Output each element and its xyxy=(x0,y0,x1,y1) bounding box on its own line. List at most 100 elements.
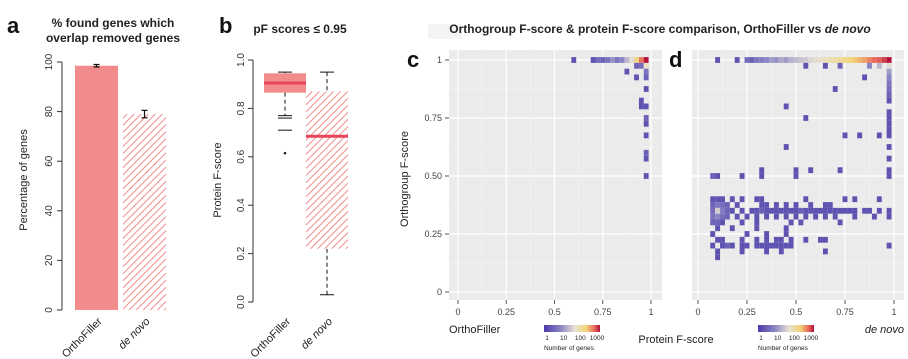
bar-chart-y-tick-label: 0 xyxy=(44,307,55,313)
heatmap-cell xyxy=(629,57,635,63)
heatmap-cell xyxy=(827,202,833,208)
bar-chart-title-line1: % found genes which xyxy=(52,16,175,30)
heatmap-cell xyxy=(837,62,843,69)
heatmap-cell xyxy=(739,207,745,214)
heatmap-cell xyxy=(778,236,784,243)
colorbar-legend-2: 1 10 100 1000 Number of genes xyxy=(758,325,819,352)
heatmap-cell xyxy=(773,202,779,208)
heatmap-cell xyxy=(886,126,892,133)
heatmap-x-tick-label: 0.75 xyxy=(836,307,854,317)
colorbar-tick-label: 10 xyxy=(560,335,568,342)
heatmap-cell xyxy=(715,57,721,63)
heatmap-cell xyxy=(614,57,620,63)
heatmap-cell xyxy=(822,213,828,220)
heatmap-cell xyxy=(803,207,809,214)
bar-chart-category-label: OrthoFiller xyxy=(60,315,105,359)
heatmap-cell xyxy=(769,57,774,63)
heatmap-y-tick-label: 1 xyxy=(437,55,442,65)
panel-letter-b: b xyxy=(219,13,232,38)
heatmap-cell xyxy=(832,213,838,220)
bar xyxy=(123,114,166,310)
heatmap-cell xyxy=(827,57,833,63)
heatmap-x-axis-label: Protein F-score xyxy=(638,334,713,346)
heatmap-cell xyxy=(852,213,858,220)
heatmap-de-novo: 0 0.25 0.5 0.75 1 xyxy=(692,50,904,317)
heatmap-cell xyxy=(764,57,770,63)
heatmap-cell xyxy=(643,149,649,156)
heatmap-cell xyxy=(886,68,892,75)
heatmap-cell xyxy=(734,57,740,63)
heatmap-cell xyxy=(643,62,649,69)
heatmap-cell xyxy=(739,196,745,203)
colorbar-tick-label: 1 xyxy=(545,335,549,342)
heatmap-cell xyxy=(867,207,872,214)
bar-chart-y-tick-label: 40 xyxy=(44,205,55,217)
heatmap-y-axis-label: Orthogroup F-score xyxy=(399,131,411,227)
heatmap-cell xyxy=(886,213,892,220)
box-plot-y-tick-label: 0.4 xyxy=(236,198,247,212)
heatmap-cell xyxy=(759,202,765,208)
heatmap-cell xyxy=(739,219,745,226)
heatmap-cell xyxy=(886,86,892,92)
panel-letter-c: c xyxy=(407,47,419,72)
heatmap-cell xyxy=(857,57,863,63)
heatmap-cell xyxy=(754,57,760,63)
colorbar-legend-1: 1 10 100 1000 Number of genes xyxy=(544,325,605,352)
heatmap-cell xyxy=(847,57,853,63)
heatmap-cell xyxy=(715,225,721,232)
heatmap-x-tick-label: 0.25 xyxy=(738,307,756,317)
heatmap-cell xyxy=(886,109,892,116)
heatmap-cell xyxy=(788,219,794,226)
heatmap-cell xyxy=(754,236,760,243)
heatmap-cell xyxy=(886,91,892,98)
heatmap-cell xyxy=(643,68,649,75)
heatmap-cell xyxy=(822,57,828,63)
heatmap-cell xyxy=(876,207,882,214)
heatmap-panel-name-orthofiller: OrthoFiller xyxy=(449,324,501,336)
heatmap-cell xyxy=(886,97,892,104)
heatmap-cell xyxy=(793,167,799,174)
heatmap-cell xyxy=(729,225,735,232)
colorbar-tick-label: 100 xyxy=(575,335,586,342)
heatmap-cell xyxy=(638,97,644,104)
heatmap-cell xyxy=(609,57,615,63)
heatmap-cell xyxy=(793,173,799,179)
panel-letter-a: a xyxy=(7,13,20,38)
heatmap-cell xyxy=(783,103,789,110)
heatmap-cell xyxy=(764,231,770,237)
heatmap-cell xyxy=(788,236,794,243)
heatmap-cell xyxy=(710,173,716,179)
heatmap-cell xyxy=(778,248,784,255)
box-plot-category-label: de novo xyxy=(299,316,335,352)
heatmap-cell xyxy=(842,207,848,214)
heatmap-x-tick-label: 0.75 xyxy=(594,307,612,317)
heatmap-y-tick-label: 0.75 xyxy=(424,113,442,123)
bar-chart-y-axis: 0 20 40 60 80 100 xyxy=(44,53,63,313)
heatmap-cell xyxy=(739,173,745,179)
heatmap-cell xyxy=(739,236,745,243)
bar-chart-category-label: de novo xyxy=(116,316,152,352)
heatmap-orthofiller: 0 0.25 0.5 0.75 1 xyxy=(449,50,662,317)
heatmap-cell xyxy=(734,213,740,220)
bar-chart-y-tick-label: 100 xyxy=(44,53,55,70)
heatmap-cell xyxy=(643,120,649,127)
heatmap-cell xyxy=(715,202,721,208)
colorbar-tick-label: 100 xyxy=(789,335,800,342)
heatmap-cell xyxy=(788,207,794,214)
heatmap-cell xyxy=(862,74,868,81)
heatmap-cell xyxy=(876,196,882,203)
heatmap-cell xyxy=(724,207,730,214)
heatmap-cell xyxy=(643,173,649,179)
heatmap-cell xyxy=(842,57,848,63)
heatmap-cell xyxy=(886,120,892,127)
heatmap-cell xyxy=(638,62,644,69)
heatmap-cell xyxy=(715,248,721,255)
heatmap-cell xyxy=(749,57,755,63)
heatmap-cell xyxy=(619,57,625,63)
heatmap-cell xyxy=(754,225,760,232)
box-plot-panel: pF scores ≤ 0.95 Protein F-score 0.00.20… xyxy=(212,22,348,359)
heatmap-cell xyxy=(749,207,755,214)
bar-chart-panel: % found genes which overlap removed gene… xyxy=(18,16,180,359)
heatmap-cell xyxy=(832,57,838,63)
heatmap-panel-name-de-novo: de novo xyxy=(865,324,904,336)
